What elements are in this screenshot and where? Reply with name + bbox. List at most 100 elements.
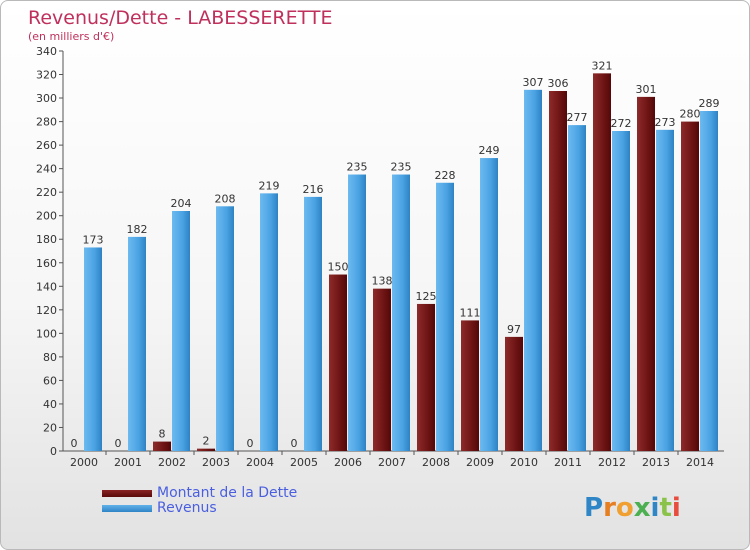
bar-revenus xyxy=(304,196,322,451)
bar-revenus xyxy=(392,174,410,451)
x-tick-label: 2005 xyxy=(290,456,318,469)
bar-dette-value-label: 150 xyxy=(328,261,349,274)
bar-dette-value-label: 301 xyxy=(636,83,657,96)
x-tick-label: 2000 xyxy=(70,456,98,469)
bar-dette-value-label: 8 xyxy=(159,428,166,441)
x-tick-label: 2008 xyxy=(422,456,450,469)
bar-dette xyxy=(417,303,435,451)
bar-revenus-value-label: 277 xyxy=(567,111,588,124)
y-tick-label: 200 xyxy=(36,210,57,223)
bar-dette-value-label: 0 xyxy=(291,437,298,450)
bar-dette-value-label: 0 xyxy=(247,437,254,450)
bar-revenus-value-label: 216 xyxy=(303,183,324,196)
bar-revenus xyxy=(612,131,630,451)
bar-revenus-value-label: 289 xyxy=(699,97,720,110)
x-tick-label: 2012 xyxy=(598,456,626,469)
legend-swatch-dette xyxy=(102,490,152,497)
bar-dette-value-label: 306 xyxy=(548,77,569,90)
bar-dette xyxy=(593,73,611,452)
x-tick-label: 2004 xyxy=(246,456,274,469)
y-tick-label: 0 xyxy=(50,445,57,458)
bar-revenus xyxy=(260,193,278,451)
y-tick-label: 100 xyxy=(36,327,57,340)
bar-revenus-value-label: 235 xyxy=(347,161,368,174)
legend-label-revenus: Revenus xyxy=(157,500,217,516)
chart-value-labels: 0 173 0 182 8 204 2 208 0 219 0 216 150 235 138 235 125 2… xyxy=(71,59,720,450)
y-tick-label: 20 xyxy=(43,421,57,434)
y-tick-label: 140 xyxy=(36,280,57,293)
bar-revenus-value-label: 228 xyxy=(435,169,456,182)
bar-dette-value-label: 0 xyxy=(71,437,78,450)
x-tick-label: 2002 xyxy=(158,456,186,469)
bar-dette xyxy=(197,448,215,451)
bar-revenus xyxy=(216,206,234,451)
y-tick-label: 240 xyxy=(36,163,57,176)
bar-revenus-value-label: 235 xyxy=(391,161,412,174)
legend-swatch-revenus xyxy=(102,505,152,512)
bar-revenus xyxy=(436,182,454,451)
x-tick-label: 2009 xyxy=(466,456,494,469)
bar-dette xyxy=(153,441,171,451)
y-tick-label: 340 xyxy=(36,45,57,58)
bar-dette-value-label: 0 xyxy=(115,437,122,450)
x-tick-label: 2013 xyxy=(642,456,670,469)
bar-revenus xyxy=(84,247,102,451)
bar-dette-value-label: 280 xyxy=(680,108,701,121)
bar-revenus xyxy=(172,211,190,451)
bar-revenus-value-label: 219 xyxy=(259,179,280,192)
y-tick-label: 300 xyxy=(36,92,57,105)
bar-dette-value-label: 125 xyxy=(416,290,437,303)
bar-dette-value-label: 138 xyxy=(372,275,393,288)
bar-revenus xyxy=(700,111,718,451)
y-tick-label: 40 xyxy=(43,398,57,411)
y-tick-label: 120 xyxy=(36,304,57,317)
x-tick-label: 2001 xyxy=(114,456,142,469)
bar-revenus xyxy=(128,236,146,451)
y-tick-label: 180 xyxy=(36,233,57,246)
bar-dette-value-label: 97 xyxy=(507,323,521,336)
x-tick-label: 2010 xyxy=(510,456,538,469)
bar-revenus-value-label: 307 xyxy=(523,76,544,89)
y-tick-label: 220 xyxy=(36,186,57,199)
bar-dette-value-label: 111 xyxy=(460,306,481,319)
bar-revenus-value-label: 208 xyxy=(215,192,236,205)
bar-revenus-value-label: 273 xyxy=(655,116,676,129)
chart-bars xyxy=(84,73,718,452)
y-tick-label: 80 xyxy=(43,351,57,364)
x-tick-label: 2007 xyxy=(378,456,406,469)
y-tick-label: 280 xyxy=(36,116,57,129)
legend-label-dette: Montant de la Dette xyxy=(157,485,298,501)
bar-revenus xyxy=(568,125,586,451)
bar-dette xyxy=(549,91,567,451)
bar-revenus-value-label: 173 xyxy=(83,233,104,246)
x-tick-label: 2006 xyxy=(334,456,362,469)
y-tick-label: 160 xyxy=(36,257,57,270)
chart-title: Revenus/Dette - LABESSERETTE xyxy=(28,7,333,29)
bar-dette xyxy=(373,288,391,451)
y-tick-label: 60 xyxy=(43,374,57,387)
bar-revenus xyxy=(656,129,674,451)
svg-text:Proxiti: Proxiti xyxy=(584,493,681,523)
proxiti-logo: Proxiti xyxy=(584,493,681,523)
y-tick-label: 260 xyxy=(36,139,57,152)
bar-revenus-value-label: 249 xyxy=(479,144,500,157)
bar-dette xyxy=(461,320,479,451)
bar-revenus xyxy=(480,158,498,451)
y-tick-label: 320 xyxy=(36,69,57,82)
bar-dette xyxy=(681,121,699,452)
x-tick-label: 2014 xyxy=(686,456,714,469)
bar-dette-value-label: 321 xyxy=(592,59,613,72)
bar-revenus xyxy=(524,89,542,451)
bar-revenus-value-label: 204 xyxy=(171,197,192,210)
bar-revenus-value-label: 272 xyxy=(611,117,632,130)
chart-subtitle: (en milliers d'€) xyxy=(28,30,115,43)
x-tick-label: 2011 xyxy=(554,456,582,469)
bar-dette-value-label: 2 xyxy=(203,435,210,448)
bar-dette xyxy=(637,96,655,451)
bar-revenus-value-label: 182 xyxy=(127,223,148,236)
x-tick-label: 2003 xyxy=(202,456,230,469)
bar-dette xyxy=(329,274,347,451)
bar-revenus xyxy=(348,174,366,451)
